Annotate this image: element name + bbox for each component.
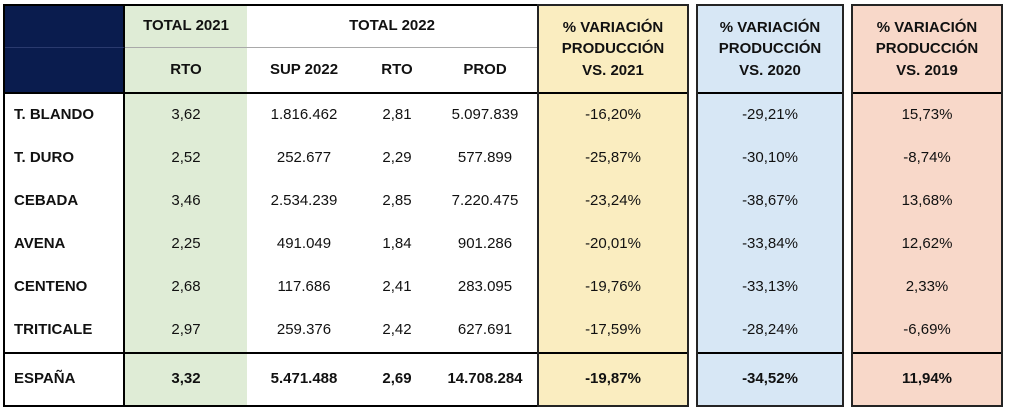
main-table: TOTAL 2021 TOTAL 2022 RTO SUP 2022 RTO P… [3,4,539,407]
cell-rto-2021: 2,68 [125,266,247,309]
cell-sup-2022: 2.534.239 [270,192,338,210]
cell-prod-2022: 7.220.475 [451,192,519,210]
variation-panel-vs-2021: % VARIACIÓN PRODUCCIÓN VS. 2021 -16,20% … [537,4,689,407]
corner-cell [5,6,125,48]
total-sup-2022: 5.471.488 [247,352,361,405]
cell-prod-2022: 577.899 [457,149,513,167]
variation-panel-vs-2019: % VARIACIÓN PRODUCCIÓN VS. 2019 15,73% -… [851,4,1003,407]
variation-panel-vs-2020: % VARIACIÓN PRODUCCIÓN VS. 2020 -29,21% … [696,4,844,407]
total-rto-2021: 3,32 [125,352,247,405]
cell-prod-2022: 5.097.839 [451,106,519,124]
cell-rto-2022: 1,84 [382,235,412,253]
cell-prod-2022: 627.691 [457,321,513,339]
cell-var-2021: -25,87% [585,149,641,167]
cell-rto-2022: 2,85 [382,192,412,210]
cell-rto-2021: 2,52 [125,137,247,180]
total-row-label: ESPAÑA [5,352,125,405]
row-label: TRITICALE [5,309,125,352]
cell-sup-2022: 259.376 [276,321,332,339]
cell-sup-2022: 491.049 [276,235,332,253]
cell-prod-2022: 283.095 [457,278,513,296]
cell-var-2021: -20,01% [585,235,641,253]
header-total-2022: TOTAL 2022 [247,6,537,48]
cell-var-2021: -17,59% [585,321,641,339]
cell-rto-2021: 2,97 [125,309,247,352]
total-var-2020: -34,52% [698,352,842,405]
cell-rto-2021: 3,62 [125,94,247,137]
total-rto-2022: 2,69 [361,352,433,405]
header-var-vs-2020: % VARIACIÓN PRODUCCIÓN VS. 2020 [698,6,842,94]
total-prod-2022: 14.708.284 [433,352,537,405]
header-var-vs-2021: % VARIACIÓN PRODUCCIÓN VS. 2021 [539,6,687,94]
cell-var-2019: 15,73% [901,106,953,124]
cell-rto-2022: 2,42 [382,321,412,339]
corner-cell-lower [5,48,125,94]
cell-rto-2021: 2,25 [125,223,247,266]
cell-var-2020: -28,24% [742,321,798,339]
cell-prod-2022: 901.286 [457,235,513,253]
cell-var-2020: -33,84% [742,235,798,253]
header-sup-2022: SUP 2022 [247,48,361,94]
cell-var-2019: 12,62% [901,235,953,253]
cell-var-2020: -33,13% [742,278,798,296]
cell-var-2020: -38,67% [742,192,798,210]
cell-var-2020: -29,21% [742,106,798,124]
total-var-2019: 11,94% [853,352,1001,405]
cell-rto-2021: 3,46 [125,180,247,223]
row-label: T. BLANDO [5,94,125,137]
header-var-vs-2019: % VARIACIÓN PRODUCCIÓN VS. 2019 [853,6,1001,94]
row-label: AVENA [5,223,125,266]
header-rto-2022: RTO [361,48,433,94]
cell-var-2021: -23,24% [585,192,641,210]
cell-rto-2022: 2,81 [382,106,412,124]
cell-var-2019: -6,69% [903,321,951,339]
cell-var-2021: -16,20% [585,106,641,124]
cell-var-2021: -19,76% [585,278,641,296]
cell-rto-2022: 2,41 [382,278,412,296]
cell-var-2019: 13,68% [901,192,953,210]
row-label: CENTENO [5,266,125,309]
cell-var-2020: -30,10% [742,149,798,167]
cell-sup-2022: 117.686 [277,278,331,296]
header-prod-2022: PROD [433,48,537,94]
row-label: T. DURO [5,137,125,180]
cell-sup-2022: 1.816.462 [270,106,338,124]
row-label: CEBADA [5,180,125,223]
cell-rto-2022: 2,29 [382,149,412,167]
cell-var-2019: -8,74% [903,149,951,167]
cell-sup-2022: 252.677 [276,149,332,167]
total-var-2021: -19,87% [539,352,687,405]
header-rto-2021: RTO [125,48,247,94]
header-total-2021: TOTAL 2021 [125,6,247,48]
cell-var-2019: 2,33% [905,278,949,296]
